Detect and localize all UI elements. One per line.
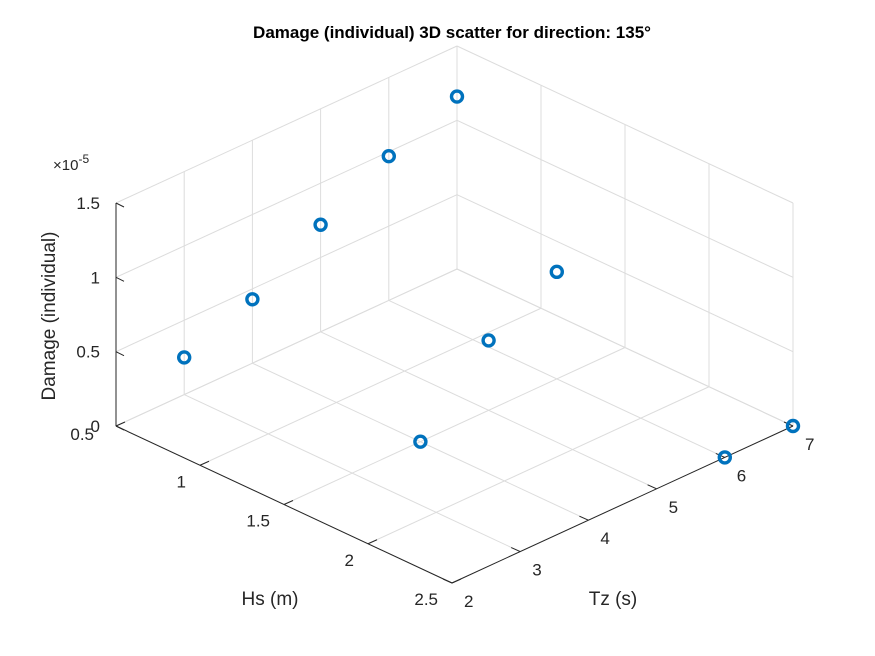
z-tick-mark [115, 276, 125, 282]
x-tick-label: 0.5 [70, 425, 94, 444]
data-point [549, 264, 564, 280]
y-tick-label: 4 [600, 529, 609, 548]
y-tick-label: 3 [532, 561, 541, 580]
floor-gridline-x [199, 307, 542, 466]
y-tick-label: 6 [737, 466, 746, 485]
chart-title: Damage (individual) 3D scatter for direc… [253, 23, 651, 42]
wall-x-gridline-horizontal [115, 268, 458, 427]
floor-gridline-x [367, 386, 710, 545]
x-tick-mark [367, 539, 378, 545]
z-tick-mark [115, 351, 125, 357]
x-tick-mark [199, 460, 210, 466]
x-tick-label: 2.5 [414, 590, 438, 609]
x-tick-label: 2 [345, 551, 354, 570]
wall-x-gridline-horizontal [115, 194, 458, 353]
z-tick-label: 1 [91, 268, 100, 287]
data-point [785, 418, 801, 434]
z-tick-mark [115, 425, 125, 431]
data-point [449, 89, 465, 104]
data-point [176, 350, 192, 365]
data-point [245, 292, 260, 307]
data-point [481, 333, 496, 348]
z-axis-multiplier: ×10 [53, 157, 78, 174]
y-tick-mark [579, 515, 589, 521]
z-tick-label: 0 [91, 417, 100, 436]
x-tick-mark [283, 500, 294, 505]
data-point [381, 148, 396, 164]
grid-layer [115, 45, 794, 584]
data-point-layer [176, 89, 801, 465]
y-axis-line [451, 425, 794, 584]
wall-y-gridline-horizontal [456, 45, 794, 204]
z-axis-exponent: ×10-5 [53, 152, 89, 174]
floor-gridline-y [320, 331, 657, 490]
z-axis-label: Damage (individual) [39, 232, 60, 401]
y-axis-label: Tz (s) [589, 589, 638, 610]
y-tick-mark [510, 547, 521, 553]
wall-y-gridline-horizontal [456, 119, 794, 278]
y-tick-label: 7 [805, 435, 814, 454]
wall-y-gridline-horizontal [456, 268, 794, 427]
floor-gridline-y [388, 299, 726, 458]
x-tick-mark [115, 421, 126, 427]
x-tick-label: 1 [177, 472, 186, 491]
floor-gridline-x [283, 347, 626, 505]
data-point [413, 434, 428, 449]
axis-layer [115, 202, 794, 584]
floor-gridline-y [252, 362, 589, 521]
y-tick-mark [647, 484, 657, 490]
z-tick-label: 0.5 [76, 343, 100, 362]
wall-y-gridline-horizontal [456, 194, 794, 353]
y-tick-label: 5 [669, 498, 678, 517]
x-tick-mark [451, 578, 462, 584]
floor-gridline-y [183, 394, 521, 553]
data-point [313, 217, 328, 232]
data-point [717, 450, 732, 465]
x-tick-label: 1.5 [246, 512, 270, 531]
x-axis-label: Hs (m) [242, 589, 299, 610]
z-axis-exponent-value: -5 [78, 152, 89, 166]
wall-x-gridline-horizontal [115, 119, 458, 278]
z-tick-mark [115, 202, 125, 208]
wall-x-gridline-horizontal [115, 45, 458, 204]
y-tick-label: 2 [464, 592, 473, 611]
y-tick-mark [442, 578, 453, 584]
z-tick-label: 1.5 [76, 194, 100, 213]
